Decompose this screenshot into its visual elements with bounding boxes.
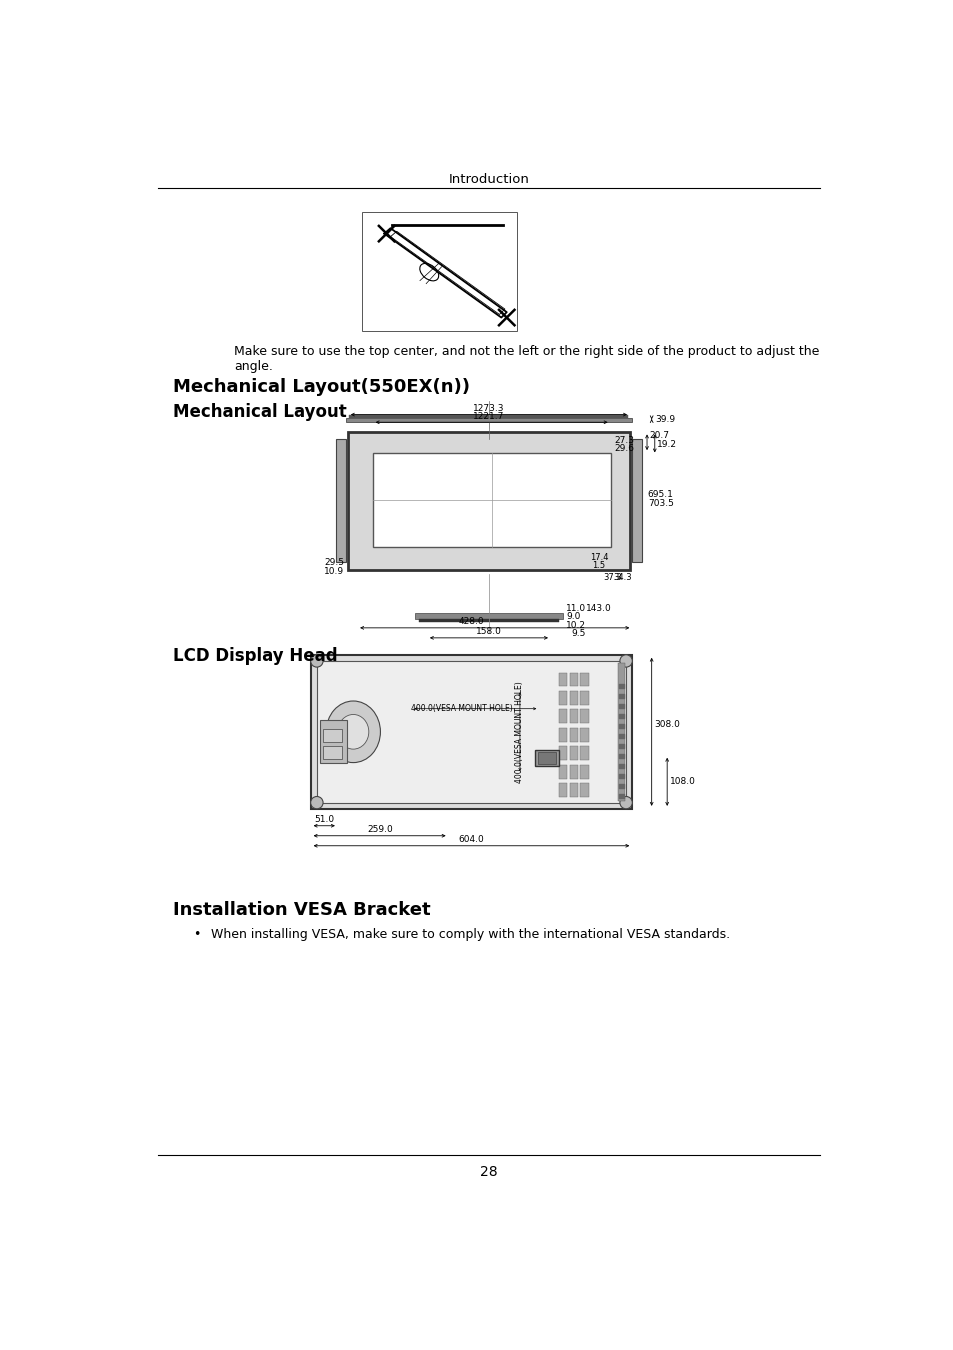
Text: 1273.3: 1273.3 [473, 404, 504, 413]
Bar [558, 747, 567, 760]
Text: 29.6: 29.6 [614, 444, 634, 454]
Bar [558, 672, 567, 686]
Bar [349, 414, 628, 417]
Text: When installing VESA, make sure to comply with the international VESA standards.: When installing VESA, make sure to compl… [211, 929, 729, 941]
Text: 10.9: 10.9 [323, 567, 344, 576]
Bar [415, 613, 562, 620]
Text: Mechanical Layout: Mechanical Layout [173, 404, 347, 421]
Text: 259.0: 259.0 [367, 825, 393, 834]
Bar [345, 417, 632, 423]
Bar [558, 728, 567, 741]
Text: 20.7: 20.7 [649, 431, 669, 440]
Text: 308.0: 308.0 [654, 720, 679, 729]
Text: 428.0: 428.0 [458, 617, 484, 626]
Bar [316, 662, 625, 803]
Text: 158.0: 158.0 [476, 628, 501, 636]
Bar [569, 728, 578, 741]
Text: 143.0: 143.0 [585, 603, 611, 613]
Bar [335, 439, 345, 563]
Ellipse shape [311, 655, 323, 667]
Text: 29.5: 29.5 [324, 558, 344, 567]
Bar [418, 620, 558, 622]
Bar [569, 765, 578, 779]
Text: Introduction: Introduction [448, 173, 529, 186]
Bar [579, 691, 588, 705]
Bar [618, 663, 624, 801]
Text: 11.0: 11.0 [566, 603, 586, 613]
Bar [579, 728, 588, 741]
Text: 17.4: 17.4 [589, 554, 608, 563]
Bar [569, 747, 578, 760]
Ellipse shape [326, 701, 380, 763]
Bar [579, 765, 588, 779]
Text: 9.0: 9.0 [566, 612, 580, 621]
Bar [373, 454, 610, 547]
Text: 400.0(VESA MOUNT HOLE): 400.0(VESA MOUNT HOLE) [515, 680, 524, 783]
Bar [569, 691, 578, 705]
Bar [569, 710, 578, 724]
Bar [558, 691, 567, 705]
Text: 9.5: 9.5 [571, 629, 585, 637]
Bar [558, 783, 567, 798]
Bar [632, 439, 641, 563]
Text: Mechanical Layout(550EX(n)): Mechanical Layout(550EX(n)) [173, 378, 470, 396]
Text: 108.0: 108.0 [670, 778, 696, 786]
Ellipse shape [311, 796, 323, 809]
Ellipse shape [419, 263, 438, 281]
Text: 28: 28 [479, 1165, 497, 1180]
Bar [579, 783, 588, 798]
Text: 37.3: 37.3 [602, 574, 621, 582]
Bar [537, 752, 556, 764]
Bar [569, 783, 578, 798]
Text: 51.0: 51.0 [314, 815, 334, 825]
Ellipse shape [619, 796, 632, 809]
Text: 39.9: 39.9 [655, 414, 675, 424]
Text: 19.2: 19.2 [657, 440, 677, 450]
Bar [579, 672, 588, 686]
Text: •: • [193, 929, 200, 941]
Text: LCD Display Head: LCD Display Head [173, 647, 337, 666]
Bar [319, 721, 347, 763]
Bar [361, 212, 517, 331]
Text: 1221.7: 1221.7 [473, 412, 504, 421]
Ellipse shape [337, 714, 369, 749]
Bar [348, 432, 629, 570]
Text: 604.0: 604.0 [458, 836, 484, 844]
Ellipse shape [619, 655, 632, 667]
Bar [323, 729, 342, 741]
Text: 400.0(VESA MOUNT HOLE): 400.0(VESA MOUNT HOLE) [411, 705, 513, 713]
Bar [311, 655, 632, 809]
Bar [579, 747, 588, 760]
Bar [558, 710, 567, 724]
Text: Make sure to use the top center, and not the left or the right side of the produ: Make sure to use the top center, and not… [233, 346, 819, 373]
Text: 10.2: 10.2 [566, 621, 586, 630]
Text: 703.5: 703.5 [647, 500, 673, 509]
Text: Installation VESA Bracket: Installation VESA Bracket [173, 902, 431, 919]
Text: 34.3: 34.3 [613, 574, 632, 582]
Bar [535, 749, 558, 767]
Bar [323, 747, 342, 759]
Text: 1.5: 1.5 [592, 562, 605, 570]
Text: 27.3: 27.3 [614, 436, 634, 446]
Bar [558, 765, 567, 779]
Text: 695.1: 695.1 [647, 490, 673, 500]
Bar [569, 672, 578, 686]
Bar [579, 710, 588, 724]
